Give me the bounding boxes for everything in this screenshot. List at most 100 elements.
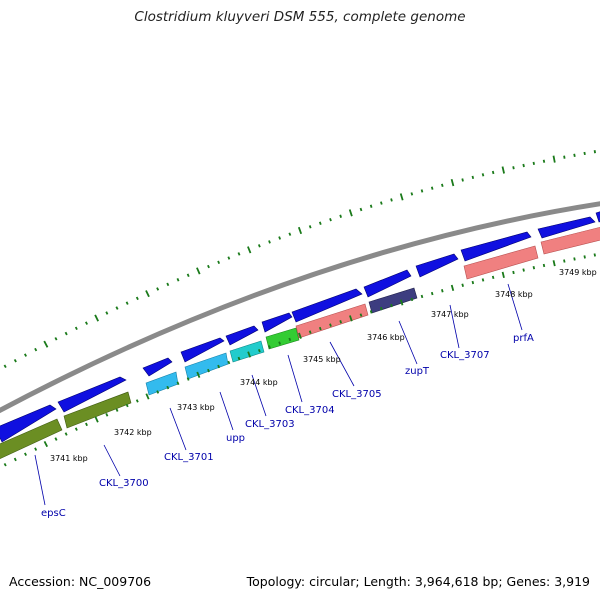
tick-mark bbox=[329, 217, 332, 222]
map-title: Clostridium kluyveri DSM 555, complete g… bbox=[134, 9, 466, 25]
gene-arrow[interactable] bbox=[57, 376, 127, 413]
tick-mark bbox=[583, 151, 586, 156]
gene-arrow[interactable] bbox=[142, 357, 173, 377]
gene-label-ckl-3704[interactable]: CKL_3704 bbox=[285, 405, 335, 416]
tick-mark bbox=[339, 214, 342, 218]
gene-arrow[interactable] bbox=[180, 337, 225, 363]
tick-mark bbox=[54, 437, 58, 441]
tick-mark bbox=[532, 161, 535, 165]
gene-label-ckl-3707[interactable]: CKL_3707 bbox=[440, 350, 490, 361]
gene-arrow[interactable] bbox=[291, 288, 363, 323]
tick-mark bbox=[166, 385, 170, 390]
tick-mark bbox=[54, 337, 58, 341]
kbp-label: 3748 kbp bbox=[495, 290, 533, 299]
kbp-label: 3741 kbp bbox=[50, 454, 88, 463]
gene-label-ckl-3705[interactable]: CKL_3705 bbox=[332, 389, 382, 400]
tick-mark bbox=[156, 287, 160, 291]
gene-label-prfa[interactable]: prfA bbox=[513, 333, 534, 344]
gene-bar-cyan[interactable] bbox=[229, 340, 265, 363]
tick-mark bbox=[563, 259, 566, 263]
forward-strand-genes bbox=[0, 210, 600, 443]
tick-mark bbox=[196, 371, 201, 378]
tick-mark bbox=[410, 192, 414, 196]
tick-mark bbox=[308, 330, 312, 334]
reverse-strand-genes bbox=[0, 226, 600, 461]
tick-mark bbox=[43, 440, 49, 448]
tick-mark bbox=[257, 348, 261, 353]
tick-mark bbox=[115, 306, 119, 310]
tick-mark bbox=[441, 183, 444, 188]
tick-mark bbox=[186, 377, 190, 381]
tick-mark bbox=[105, 413, 109, 417]
tick-mark bbox=[145, 393, 150, 400]
tick-mark bbox=[369, 310, 373, 314]
tick-mark bbox=[24, 353, 27, 357]
gene-label-ckl-3701[interactable]: CKL_3701 bbox=[164, 452, 214, 463]
gene-bar-salmon[interactable] bbox=[463, 245, 539, 280]
leader-line bbox=[507, 283, 523, 331]
gene-arrow[interactable] bbox=[225, 325, 259, 346]
gene-arrow[interactable] bbox=[363, 269, 412, 298]
tick-mark bbox=[237, 356, 241, 361]
tick-mark bbox=[461, 283, 464, 287]
tick-mark bbox=[94, 416, 99, 423]
gene-label-ckl-3700[interactable]: CKL_3700 bbox=[99, 478, 149, 489]
gene-bar-olive[interactable] bbox=[63, 391, 132, 429]
tick-mark bbox=[491, 275, 495, 280]
tick-mark bbox=[186, 273, 190, 278]
gene-bar-salmon[interactable] bbox=[295, 303, 369, 339]
gene-bar-sky[interactable] bbox=[145, 371, 179, 396]
tick-mark bbox=[501, 271, 505, 279]
kbp-label: 3747 kbp bbox=[431, 310, 469, 319]
gene-bar-olive[interactable] bbox=[0, 418, 63, 461]
gene-arrow[interactable] bbox=[261, 312, 293, 333]
tick-mark bbox=[410, 297, 414, 302]
tick-mark bbox=[125, 301, 129, 305]
gene-bar-indigo[interactable] bbox=[368, 287, 418, 314]
tick-mark bbox=[85, 422, 88, 427]
tick-mark bbox=[247, 246, 252, 254]
gene-arrow[interactable] bbox=[0, 404, 57, 443]
tick-mark bbox=[593, 150, 596, 154]
gene-bar-sky[interactable] bbox=[184, 352, 229, 380]
tick-mark bbox=[176, 278, 180, 282]
gene-label-zupt[interactable]: zupT bbox=[405, 366, 430, 377]
tick-mark bbox=[268, 345, 271, 349]
tick-mark bbox=[359, 313, 363, 317]
tick-mark bbox=[74, 427, 78, 431]
inner-tick-marks bbox=[3, 253, 596, 467]
tick-mark bbox=[522, 268, 525, 272]
leader-line bbox=[398, 320, 418, 365]
gene-bar-green[interactable] bbox=[265, 327, 300, 350]
gene-label-epsc[interactable]: epsC bbox=[41, 508, 66, 519]
tick-mark bbox=[34, 447, 38, 451]
tick-mark bbox=[308, 225, 312, 229]
gene-arrow[interactable] bbox=[415, 253, 459, 278]
leader-line bbox=[287, 354, 303, 403]
tick-mark bbox=[64, 432, 68, 436]
tick-mark bbox=[430, 291, 434, 296]
tick-mark bbox=[573, 153, 576, 157]
genome-backbone bbox=[0, 201, 600, 414]
tick-mark bbox=[268, 240, 271, 244]
gene-bar-salmon[interactable] bbox=[540, 226, 600, 255]
kbp-label: 3744 kbp bbox=[240, 378, 278, 387]
tick-mark bbox=[512, 166, 515, 170]
gene-arrow[interactable] bbox=[595, 210, 600, 223]
tick-mark bbox=[501, 166, 505, 174]
tick-mark bbox=[13, 457, 17, 462]
gene-arrow[interactable] bbox=[537, 216, 596, 239]
gene-arrow[interactable] bbox=[460, 231, 532, 262]
leader-line bbox=[103, 444, 121, 477]
label-leader-lines bbox=[34, 283, 523, 506]
tick-mark bbox=[471, 175, 475, 180]
tick-mark bbox=[522, 163, 525, 168]
tick-mark bbox=[257, 244, 261, 248]
tick-mark bbox=[125, 403, 129, 408]
tick-mark bbox=[115, 408, 119, 412]
accession-text: Accession: NC_009706 bbox=[9, 574, 152, 589]
tick-mark bbox=[329, 323, 332, 327]
gene-label-ckl-3703[interactable]: CKL_3703 bbox=[245, 419, 295, 430]
tick-mark bbox=[552, 155, 556, 163]
gene-label-upp[interactable]: upp bbox=[226, 433, 245, 444]
